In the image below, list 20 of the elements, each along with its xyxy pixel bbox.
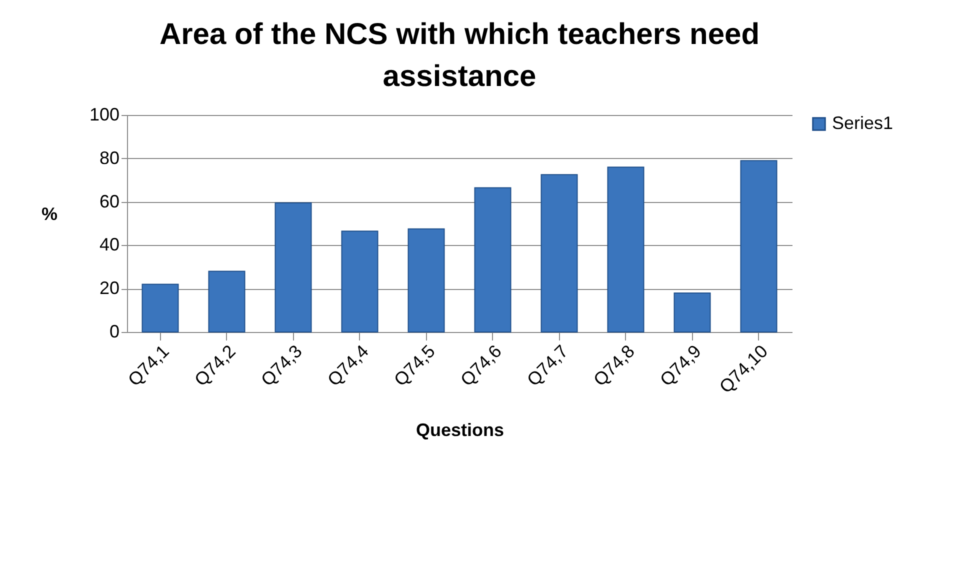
bar xyxy=(274,202,312,332)
y-tick-label: 80 xyxy=(99,148,120,168)
y-tick-label: 20 xyxy=(99,278,120,298)
bar xyxy=(408,228,445,332)
bar xyxy=(474,187,512,332)
y-tick-label: 100 xyxy=(89,104,120,124)
bar xyxy=(540,174,578,332)
bar xyxy=(674,292,711,332)
chart-title: Area of the NCS with which teachers need assistance xyxy=(159,18,760,93)
y-tick-label: 40 xyxy=(99,234,120,255)
bar xyxy=(142,284,179,332)
y-axis-title: % xyxy=(41,204,58,224)
bar xyxy=(341,230,378,332)
bar xyxy=(208,270,246,332)
y-tick-label: 0 xyxy=(109,322,120,342)
bar xyxy=(740,160,778,332)
legend-label: Series1 xyxy=(832,113,894,133)
y-tick-label: 60 xyxy=(99,191,120,212)
x-axis-title: Questions xyxy=(416,420,504,440)
bar xyxy=(607,166,644,332)
